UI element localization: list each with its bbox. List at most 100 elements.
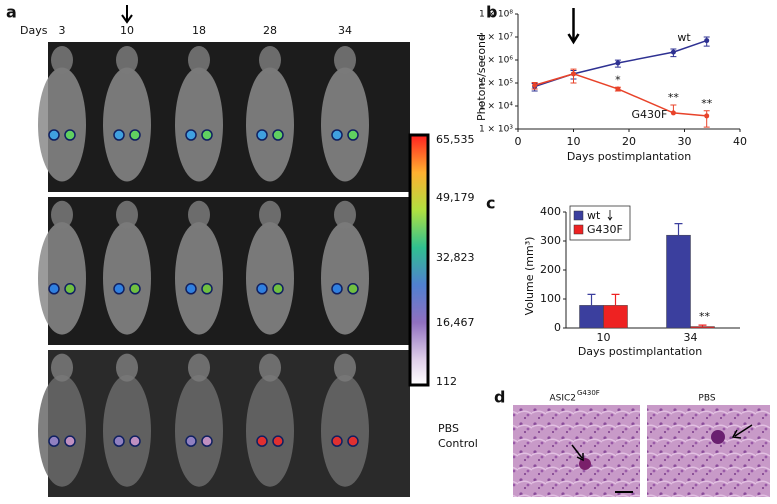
y-tick-label: 0 [554,321,561,334]
bar [690,326,715,329]
day-label: 34 [338,24,352,37]
y-tick-label: 1 × 10³ [479,125,513,135]
x-tick-label: 10 [597,331,611,344]
panel-letter: a [6,3,17,22]
signal [185,129,197,141]
y-axis-label: Photons/second [475,34,488,121]
panel-letter: d [494,388,505,407]
image-label: PBS [698,394,715,404]
error-bar [674,223,683,236]
mouse [175,222,223,335]
signal [48,129,60,141]
signal [331,283,343,295]
mouse [321,374,369,487]
point [615,86,621,92]
signal [185,435,197,447]
x-axis-label: Days postimplantation [578,345,702,358]
signal [272,283,284,295]
control-label: Control [438,437,478,450]
signal [256,435,268,447]
signal [256,283,268,295]
signal [48,283,60,295]
x-tick-label: 30 [678,135,692,148]
signal [331,129,343,141]
signal [64,435,76,447]
x-tick-label: 10 [567,135,581,148]
series-line [534,73,707,117]
signal [347,435,359,447]
mouse [103,67,151,182]
mouse-head [334,353,356,382]
mouse-head [188,46,210,74]
mouse-head [188,200,210,229]
arrow [571,444,584,462]
significance: ** [668,91,680,104]
arrow [607,210,613,221]
signal [201,283,213,295]
signal [113,283,125,295]
mouse-head [116,46,138,74]
signal [129,129,141,141]
signal [272,435,284,447]
mouse-head [51,46,73,74]
mouse [321,67,369,182]
bar [603,305,628,329]
mouse [38,67,86,182]
colorbar-label: 16,467 [436,316,475,329]
signal [201,129,213,141]
mouse [103,374,151,487]
bar [579,305,604,329]
legend-label: wt [587,209,601,222]
x-tick-label: 0 [515,135,522,148]
panel-letter: c [486,194,495,213]
signal [129,435,141,447]
signal [185,283,197,295]
days-label: Days [20,24,48,37]
mouse-head [334,200,356,229]
day-label: 10 [120,24,134,37]
mouse-head [259,353,281,382]
series-label: wt [677,31,691,44]
mouse [246,374,294,487]
significance: * [615,73,621,86]
signal [129,283,141,295]
mouse [175,67,223,182]
y-tick-label: 1 × 10⁸ [479,10,513,20]
colorbar-label: 49,179 [436,191,475,204]
legend-swatch [573,210,584,221]
day-label: 3 [59,24,66,37]
legend-swatch [573,224,584,235]
signal [113,129,125,141]
mouse-head [334,46,356,74]
mouse [38,222,86,335]
mouse [321,222,369,335]
y-tick-label: 300 [540,234,561,247]
point [532,82,538,88]
signal [201,435,213,447]
histology-image [647,405,770,497]
x-tick-label: 34 [684,331,698,344]
mouse-head [51,353,73,382]
signal [347,129,359,141]
colorbar-label: 32,823 [436,251,475,264]
arrow [731,424,753,439]
y-tick-label: 400 [540,205,561,218]
signal [64,283,76,295]
bar [666,234,691,329]
x-tick-label: 20 [622,135,636,148]
signal [113,435,125,447]
stain [711,430,725,444]
point [571,71,576,77]
day-label: 28 [263,24,277,37]
point [704,113,710,119]
colorbar-label: 112 [436,375,457,388]
point [615,60,621,66]
error-bar [698,324,707,327]
mouse-head [259,46,281,74]
error-bar [703,110,710,128]
legend-label: G430F [587,223,623,236]
mouse-head [116,200,138,229]
x-tick-label: 40 [733,135,747,148]
x-axis-label: Days postimplantation [567,150,691,163]
